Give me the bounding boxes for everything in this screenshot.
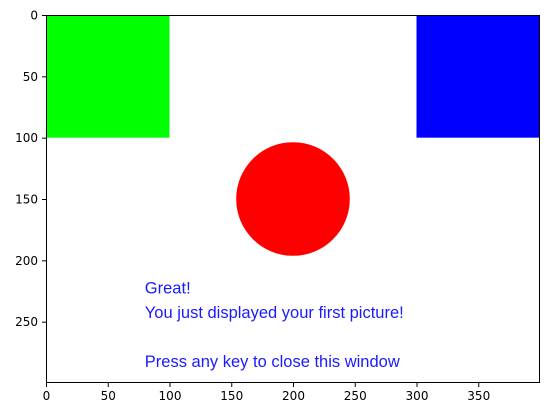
y-tick-label: 200 — [15, 254, 38, 268]
axes-frame — [46, 15, 540, 383]
y-tick-label: 100 — [15, 131, 38, 145]
x-axis: 0 50 100 150 200 250 300 350 — [43, 383, 490, 403]
x-tick-label: 0 — [43, 389, 51, 403]
green-square — [46, 15, 170, 138]
red-circle — [236, 142, 350, 256]
x-tick-label: 100 — [159, 389, 182, 403]
y-tick-label: 50 — [23, 70, 38, 84]
blue-square — [416, 15, 540, 138]
x-tick-label: 250 — [344, 389, 367, 403]
image-text-line-0: Great! — [145, 280, 191, 298]
image-text-line-1: You just displayed your first picture! — [145, 304, 404, 322]
x-tick-label: 200 — [282, 389, 305, 403]
x-tick-label: 300 — [406, 389, 429, 403]
x-tick-label: 50 — [101, 389, 116, 403]
y-tick-label: 150 — [15, 193, 38, 207]
image-area: Great! You just displayed your first pict… — [46, 15, 540, 383]
y-tick-label: 0 — [30, 9, 38, 23]
y-tick-label: 250 — [15, 315, 38, 329]
x-tick-label: 350 — [467, 389, 490, 403]
x-tick-label: 150 — [220, 389, 243, 403]
y-axis: 0 50 100 150 200 250 — [15, 9, 46, 329]
image-text-line-2: Press any key to close this window — [145, 353, 400, 371]
